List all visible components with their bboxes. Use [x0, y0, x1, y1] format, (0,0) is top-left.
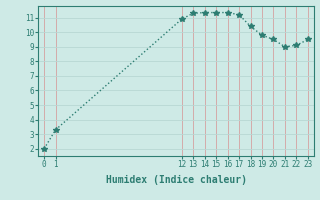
X-axis label: Humidex (Indice chaleur): Humidex (Indice chaleur)	[106, 175, 246, 185]
